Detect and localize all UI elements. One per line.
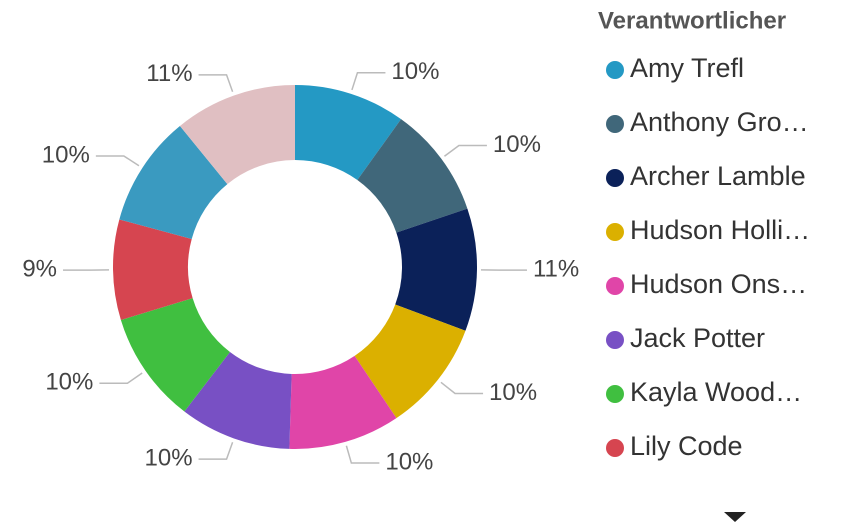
data-label: 10%	[493, 131, 541, 158]
legend-swatch	[606, 331, 624, 349]
data-label: 10%	[489, 379, 537, 406]
legend-label: Lily Code	[630, 431, 743, 461]
legend-swatch	[606, 223, 624, 241]
slice	[357, 119, 468, 233]
leader-line	[99, 372, 143, 385]
leader-line	[351, 72, 386, 91]
legend-swatch	[606, 169, 624, 187]
data-label: 11%	[146, 60, 192, 87]
legend-label: Anthony Gro…	[630, 107, 809, 137]
legend-label: Amy Trefl	[630, 53, 744, 83]
data-label: 11%	[533, 256, 579, 283]
legend-label: Jack Potter	[630, 323, 765, 353]
legend-title: Verantwortlicher	[598, 7, 786, 34]
legend-swatch	[606, 385, 624, 403]
slice	[295, 85, 402, 181]
data-label: 9%	[22, 256, 57, 283]
legend-swatch	[606, 439, 624, 457]
legend-label: Hudson Holli…	[630, 215, 810, 245]
slice	[395, 208, 477, 331]
leader-line	[345, 445, 380, 464]
slice	[113, 219, 193, 321]
legend-scroll-arrow[interactable]	[724, 512, 746, 522]
leader-line	[95, 155, 140, 167]
legend-label: Kayla Wood…	[630, 377, 802, 407]
data-label: 10%	[42, 141, 90, 168]
slice	[179, 85, 295, 185]
data-label: 10%	[145, 445, 193, 472]
legend-swatch	[606, 115, 624, 133]
slice	[119, 125, 228, 240]
slice	[184, 351, 292, 449]
legend-swatch	[606, 61, 624, 79]
legend-swatch	[606, 277, 624, 295]
slice	[120, 298, 230, 412]
data-label: 10%	[385, 448, 433, 475]
leader-line	[440, 381, 484, 395]
leader-line	[198, 441, 234, 460]
data-label: 10%	[391, 58, 439, 85]
legend-label: Hudson Ons…	[630, 269, 807, 299]
leader-line	[198, 74, 234, 93]
data-label: 10%	[45, 369, 93, 396]
slice	[289, 355, 397, 449]
leader-line	[444, 144, 487, 157]
legend-label: Archer Lamble	[630, 161, 806, 191]
slice	[354, 304, 466, 419]
